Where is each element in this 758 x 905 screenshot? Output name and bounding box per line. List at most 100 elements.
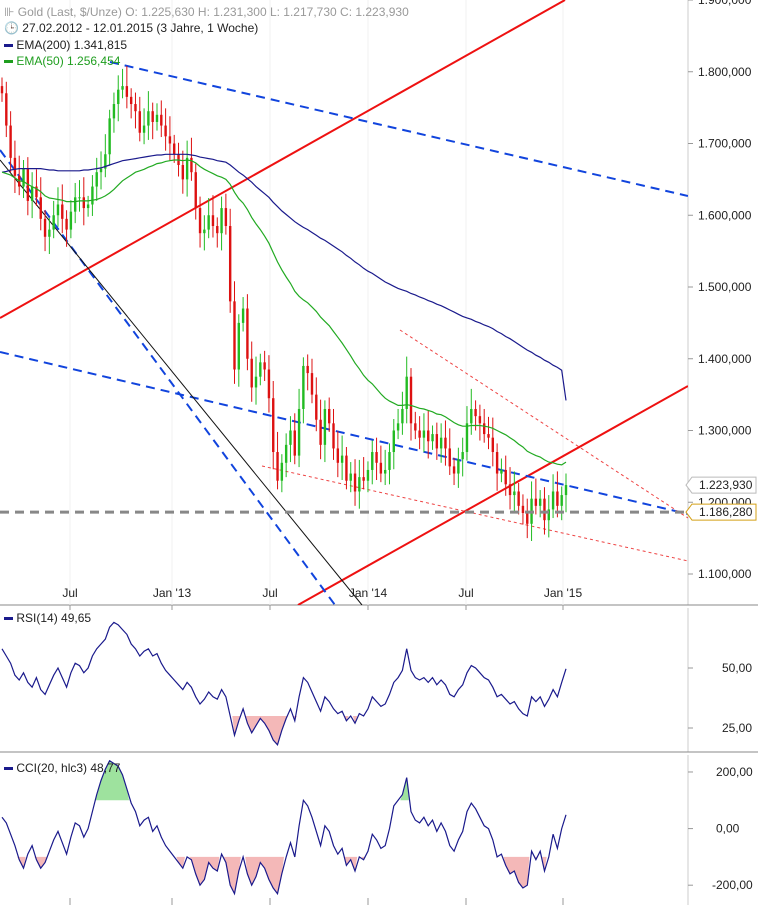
candle-body [538,498,542,506]
candle-body [198,208,202,234]
candle-body [155,114,159,122]
rsi-value: 49,65 [61,611,92,625]
candle [48,218,51,254]
candle [323,400,327,463]
candle-body [323,408,327,445]
rsi-axis: 50,00 25,00 [688,661,752,735]
chart-logo-icon: ⊪ [4,5,15,19]
candle-body [190,157,193,173]
candle [461,437,464,477]
cci-oversold-area [542,856,547,872]
cci-label: CCI(20, hlc3) [16,761,88,775]
candle [383,449,387,486]
price-tick-label: 1.900,000 [698,0,752,7]
candle-body [151,111,154,122]
candle [439,423,443,463]
price-tick-label: 1.700,000 [698,137,752,151]
candle [310,358,314,404]
candle-body [340,455,344,463]
candle-body [349,473,352,481]
candle [112,92,116,133]
candle [142,108,146,145]
candle-body [65,218,68,230]
rsi-legend: RSI(14) 49,65 [4,611,91,625]
price-label-text: 1.223,930 [699,478,753,492]
candle-body [504,469,507,485]
candle [427,410,430,459]
candle [564,473,568,513]
candle-body [418,430,421,438]
candle-body [203,229,206,234]
candlesticks [0,66,568,541]
candle-body [194,172,197,209]
candle [9,111,12,173]
candle [392,419,395,470]
candle [69,200,73,239]
period-row: 🕒 27.02.2012 - 12.01.2015 (3 Jahre, 1 Wo… [4,21,258,35]
candle-body [164,125,167,137]
candle [241,297,245,332]
candle-body [534,498,538,506]
candle [491,417,495,467]
candle [371,440,374,485]
cci-swatch [4,767,13,771]
candle-body [181,165,185,180]
candle [237,314,240,387]
candle [526,498,529,539]
candle-body [73,197,77,212]
ema50-swatch [4,60,13,64]
candle [168,116,172,161]
rsi-panel [0,608,758,753]
candle [366,461,370,493]
candle-body [439,437,443,449]
candle-body [254,376,258,388]
candle [418,416,421,450]
candle-body [121,86,124,90]
cci-oversold-area [503,856,530,889]
cci-tick-label: -200,00 [712,878,753,892]
trend-line-red-lower [297,385,688,605]
candle-body [336,448,340,463]
last-price-label: 1.223,930 [685,476,757,494]
candle [375,437,378,481]
candle-body [478,416,482,424]
candle-body [383,469,387,474]
candle-body [448,448,451,467]
cci-tick-label: 0,00 [716,822,740,836]
cci-line [1,759,567,896]
candle [13,140,17,194]
candle [194,163,197,220]
candle [61,184,64,234]
candle-body [435,434,439,449]
candle [250,341,253,402]
candle [508,467,512,510]
candle-body [470,408,473,424]
ema-lines [1,153,567,466]
trend-line-black [0,159,363,605]
candle [452,457,456,486]
candle [108,109,111,166]
candle [547,495,550,538]
price-tick-label: 1.100,000 [698,567,752,581]
cci-axis: 200,00 0,00 -200,00 [688,765,753,892]
candle-body [560,495,563,506]
candle-body [160,114,163,126]
candle [457,447,460,488]
candle-body [474,408,477,417]
rsi-tick-label: 50,00 [722,661,752,675]
candle [134,92,137,129]
candle [211,195,215,238]
candle [340,435,344,481]
candle [155,103,159,131]
candle [228,208,232,313]
candle [73,182,77,224]
candle-body [452,466,456,474]
candle-body [396,423,400,431]
candle-body [362,477,365,481]
candle-body [366,469,370,481]
legend-ema50: EMA(50) 1.256,454 [4,54,120,68]
time-tick-label: Jul [62,586,77,600]
candle-body [56,204,60,216]
candle-body [564,485,568,496]
candle [534,478,538,515]
